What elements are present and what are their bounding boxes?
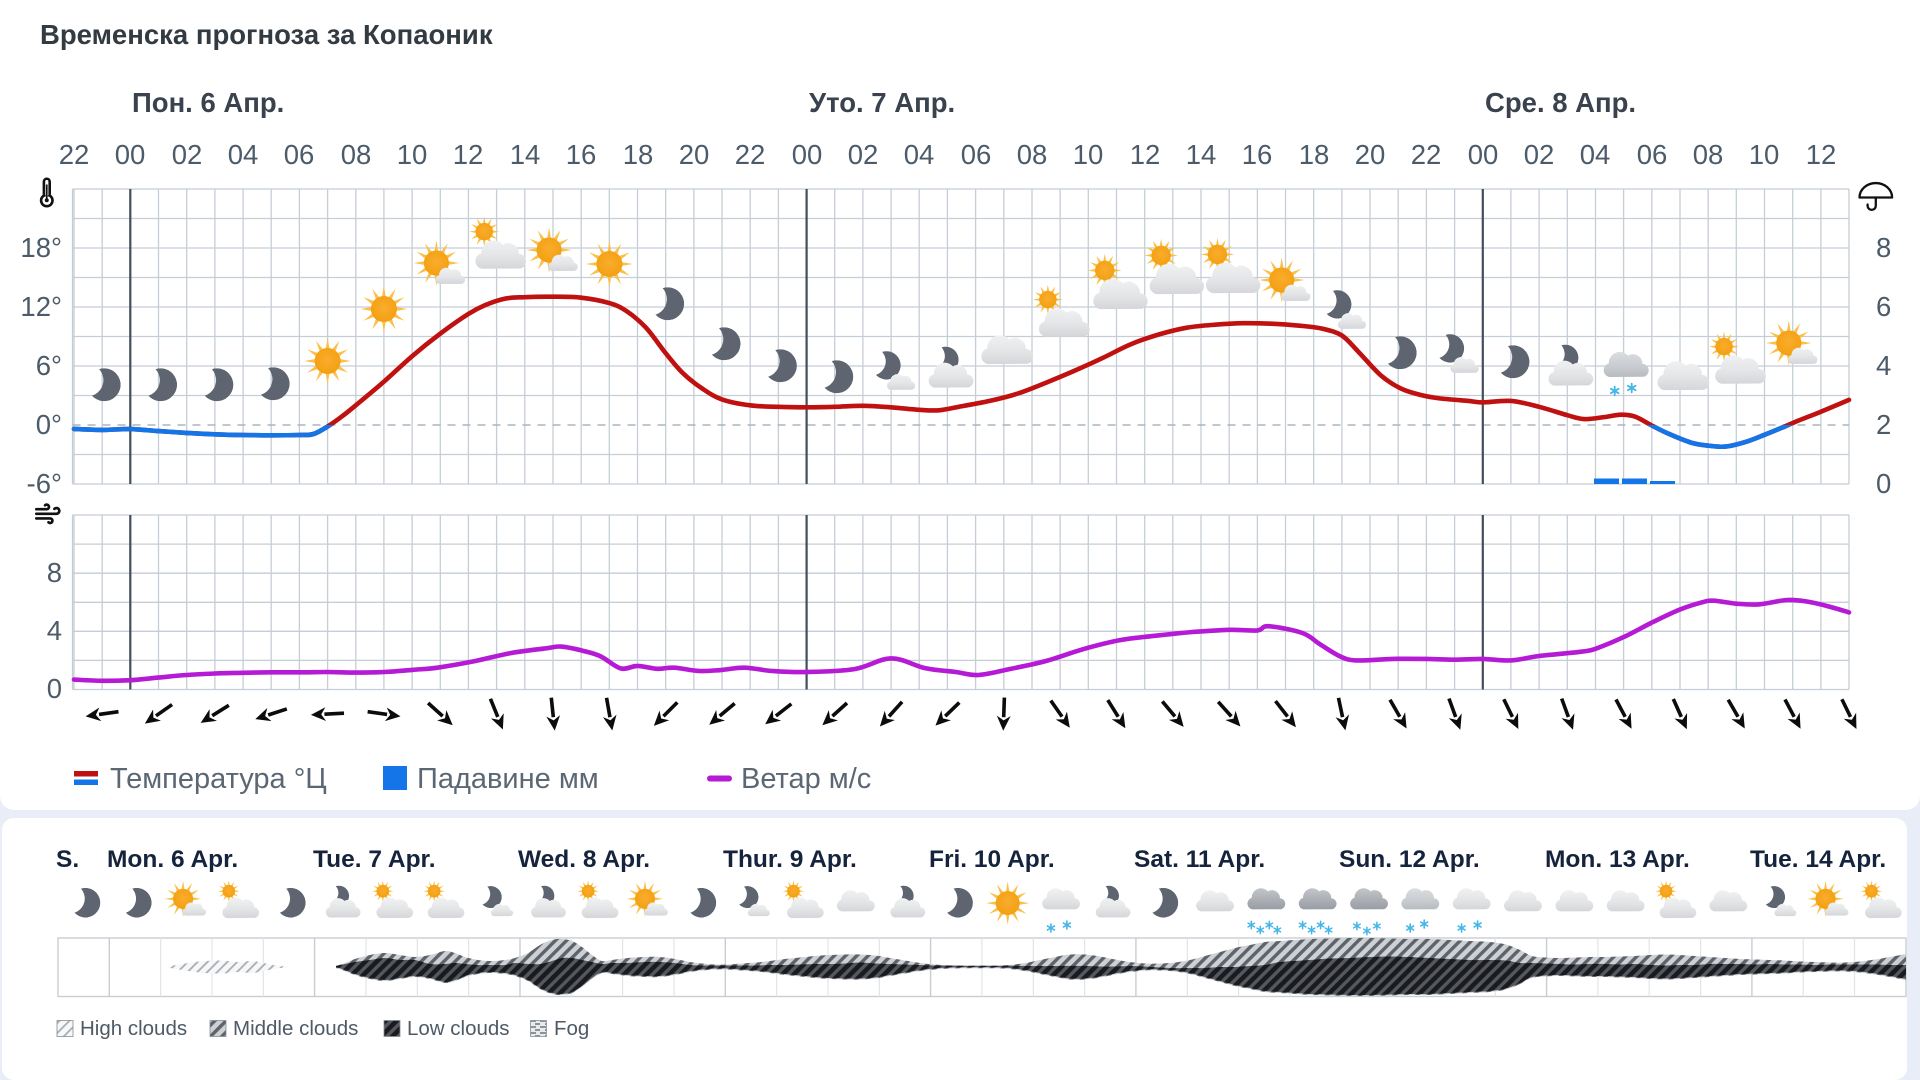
svg-text:20: 20: [1355, 139, 1386, 170]
svg-text:08: 08: [341, 139, 372, 170]
svg-text:10: 10: [1073, 139, 1104, 170]
svg-text:High clouds: High clouds: [80, 1017, 187, 1040]
svg-text:0°: 0°: [36, 409, 62, 440]
svg-text:12: 12: [1130, 139, 1161, 170]
svg-text:12°: 12°: [20, 291, 62, 322]
svg-text:02: 02: [848, 139, 879, 170]
svg-text:08: 08: [1017, 139, 1048, 170]
svg-text:00: 00: [792, 139, 823, 170]
svg-text:Пон. 6 Апр.: Пон. 6 Апр.: [132, 87, 284, 118]
svg-text:6°: 6°: [36, 350, 62, 381]
svg-text:Mon. 6 Apr.: Mon. 6 Apr.: [107, 846, 238, 873]
svg-text:14: 14: [1186, 139, 1217, 170]
svg-text:-6°: -6°: [27, 468, 62, 499]
svg-text:8: 8: [1876, 232, 1891, 263]
svg-text:Сре. 8 Апр.: Сре. 8 Апр.: [1485, 87, 1636, 118]
svg-text:4: 4: [1876, 350, 1891, 381]
svg-text:04: 04: [1580, 139, 1611, 170]
svg-text:Ветар м/с: Ветар м/с: [741, 763, 871, 795]
svg-text:04: 04: [904, 139, 935, 170]
svg-text:14: 14: [510, 139, 541, 170]
svg-text:2: 2: [1876, 409, 1891, 440]
svg-text:12: 12: [453, 139, 484, 170]
svg-text:Low clouds: Low clouds: [407, 1017, 510, 1040]
svg-text:18: 18: [623, 139, 654, 170]
svg-text:04: 04: [228, 139, 259, 170]
svg-text:08: 08: [1693, 139, 1724, 170]
svg-text:00: 00: [1468, 139, 1499, 170]
svg-text:Fri. 10 Apr.: Fri. 10 Apr.: [929, 846, 1055, 873]
svg-text:Thur. 9 Apr.: Thur. 9 Apr.: [723, 846, 857, 873]
svg-text:22: 22: [59, 139, 90, 170]
svg-text:0: 0: [1876, 468, 1891, 499]
svg-text:S.: S.: [56, 846, 79, 873]
svg-text:Tue. 7 Apr.: Tue. 7 Apr.: [313, 846, 436, 873]
svg-text:10: 10: [1749, 139, 1780, 170]
svg-text:Временска прогноза за Копаоник: Временска прогноза за Копаоник: [40, 19, 493, 50]
svg-text:12: 12: [1806, 139, 1837, 170]
svg-text:Mon. 13 Apr.: Mon. 13 Apr.: [1545, 846, 1690, 873]
svg-text:Температура °Ц: Температура °Ц: [110, 763, 327, 795]
svg-text:Middle clouds: Middle clouds: [233, 1017, 358, 1040]
svg-text:Fog: Fog: [554, 1017, 589, 1040]
svg-text:18°: 18°: [20, 232, 62, 263]
svg-text:4: 4: [47, 615, 62, 646]
svg-text:22: 22: [1411, 139, 1442, 170]
svg-text:8: 8: [47, 557, 62, 588]
svg-text:0: 0: [47, 673, 62, 704]
svg-text:06: 06: [1637, 139, 1668, 170]
svg-text:18: 18: [1299, 139, 1330, 170]
svg-text:20: 20: [679, 139, 710, 170]
svg-text:06: 06: [961, 139, 992, 170]
svg-text:16: 16: [566, 139, 597, 170]
svg-text:Sat. 11 Apr.: Sat. 11 Apr.: [1134, 846, 1265, 873]
svg-text:06: 06: [284, 139, 315, 170]
svg-text:10: 10: [397, 139, 428, 170]
svg-text:Падавине мм: Падавине мм: [417, 763, 599, 795]
svg-text:6: 6: [1876, 291, 1891, 322]
svg-text:Wed. 8 Apr.: Wed. 8 Apr.: [518, 846, 650, 873]
svg-text:Уто. 7 Апр.: Уто. 7 Апр.: [809, 87, 955, 118]
svg-text:16: 16: [1242, 139, 1273, 170]
svg-text:02: 02: [172, 139, 203, 170]
svg-text:00: 00: [115, 139, 146, 170]
svg-text:02: 02: [1524, 139, 1555, 170]
svg-text:Sun. 12 Apr.: Sun. 12 Apr.: [1339, 846, 1480, 873]
svg-text:22: 22: [735, 139, 766, 170]
svg-text:Tue. 14 Apr.: Tue. 14 Apr.: [1750, 846, 1886, 873]
